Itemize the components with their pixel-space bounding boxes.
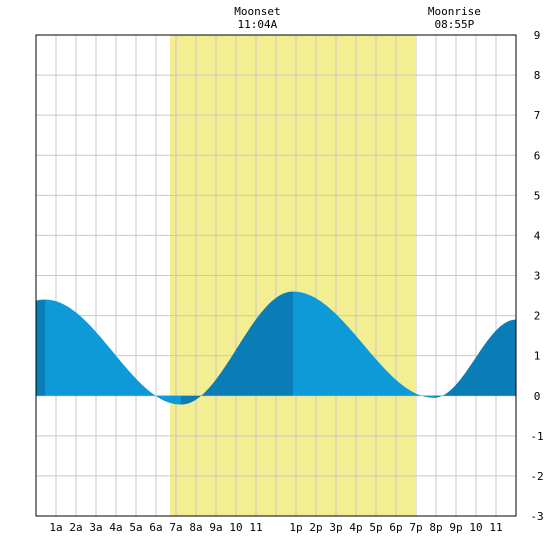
y-tick-label: 1 bbox=[534, 350, 541, 363]
x-tick-label: 8p bbox=[429, 521, 442, 534]
y-tick-label: 6 bbox=[534, 149, 541, 162]
moon-event-label: Moonset bbox=[234, 5, 280, 18]
x-tick-label: 6a bbox=[149, 521, 162, 534]
x-tick-label: 6p bbox=[389, 521, 402, 534]
moon-event-label: Moonrise bbox=[428, 5, 481, 18]
x-tick-label: 2p bbox=[309, 521, 322, 534]
x-tick-label: 10 bbox=[229, 521, 242, 534]
plot-border bbox=[35, 34, 517, 517]
tide-segment-falling bbox=[36, 299, 45, 396]
x-tick-label: 9p bbox=[449, 521, 462, 534]
moon-event-time: 08:55P bbox=[435, 18, 475, 31]
x-tick-label: 10 bbox=[469, 521, 482, 534]
y-tick-label: 9 bbox=[534, 29, 541, 42]
tide-segment-falling bbox=[434, 319, 516, 398]
y-tick-label: 7 bbox=[534, 109, 541, 122]
x-tick-label: 1a bbox=[49, 521, 62, 534]
y-tick-label: 8 bbox=[534, 69, 541, 82]
y-tick-label: -2 bbox=[530, 470, 543, 483]
x-tick-label: 4a bbox=[109, 521, 122, 534]
y-tick-label: -1 bbox=[530, 430, 543, 443]
y-tick-label: -3 bbox=[530, 510, 543, 523]
y-tick-label: 5 bbox=[534, 189, 541, 202]
x-tick-label: 7a bbox=[169, 521, 182, 534]
y-tick-label: 3 bbox=[534, 270, 541, 283]
y-tick-label: 2 bbox=[534, 310, 541, 323]
x-tick-label: 1p bbox=[289, 521, 302, 534]
tide-segment-rising bbox=[45, 299, 181, 405]
x-tick-label: 3p bbox=[329, 521, 342, 534]
y-tick-label: 0 bbox=[534, 390, 541, 403]
x-tick-label: 2a bbox=[69, 521, 82, 534]
x-tick-label: 9a bbox=[209, 521, 222, 534]
y-tick-label: 4 bbox=[534, 229, 541, 242]
moon-event-time: 11:04A bbox=[238, 18, 278, 31]
x-tick-label: 8a bbox=[189, 521, 202, 534]
x-tick-label: 5a bbox=[129, 521, 142, 534]
x-tick-label: 3a bbox=[89, 521, 102, 534]
x-tick-label: 11 bbox=[489, 521, 502, 534]
x-tick-label: 5p bbox=[369, 521, 382, 534]
x-tick-label: 4p bbox=[349, 521, 362, 534]
x-tick-label: 11 bbox=[249, 521, 262, 534]
tide-segment-rising bbox=[293, 291, 434, 398]
x-tick-label: 7p bbox=[409, 521, 422, 534]
tide-segment-falling bbox=[181, 291, 293, 405]
